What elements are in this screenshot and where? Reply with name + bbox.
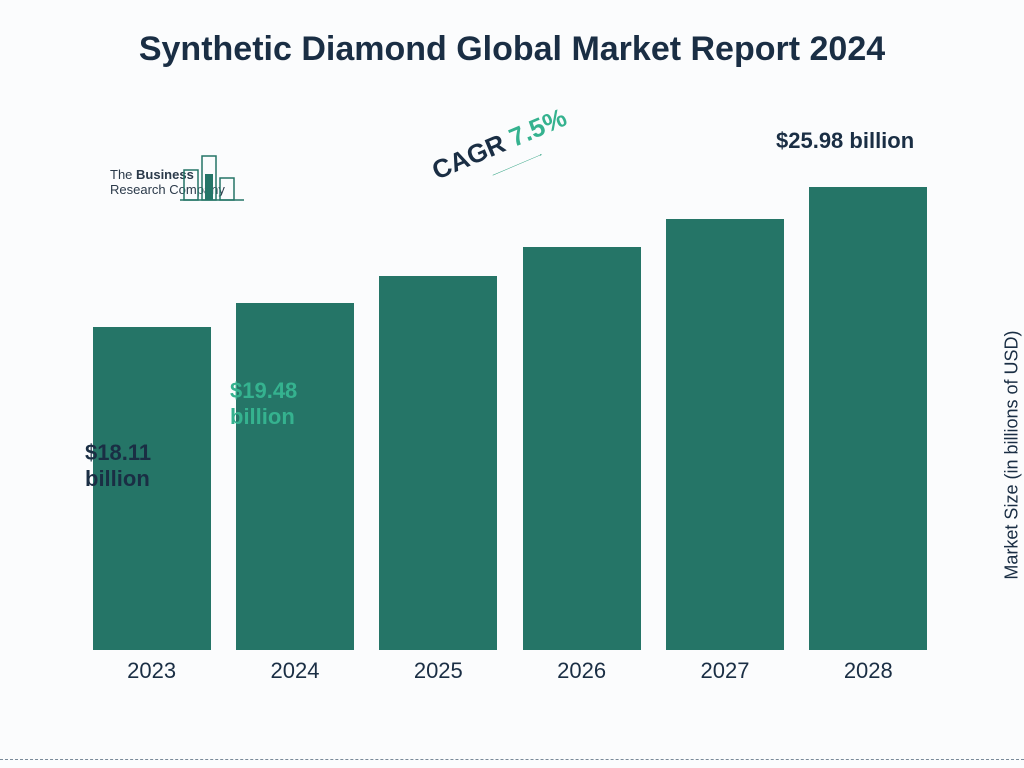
bars-container: 202320242025202620272028 — [80, 160, 940, 650]
chart-title: Synthetic Diamond Global Market Report 2… — [0, 28, 1024, 71]
bar-category-label: 2027 — [700, 658, 749, 684]
bar — [379, 276, 497, 650]
bar-chart: 202320242025202620272028 — [80, 160, 940, 690]
bar-wrap: 2027 — [666, 219, 784, 650]
value-label: $18.11billion — [85, 440, 151, 493]
bar — [523, 247, 641, 650]
y-axis-label: Market Size (in billions of USD) — [1002, 331, 1023, 580]
value-label: $19.48billion — [230, 378, 297, 431]
bar-category-label: 2028 — [844, 658, 893, 684]
bar — [236, 303, 354, 650]
bar-wrap: 2025 — [379, 276, 497, 650]
bottom-divider — [0, 759, 1024, 760]
bar-wrap: 2024 — [236, 303, 354, 650]
bar-category-label: 2024 — [271, 658, 320, 684]
bar-wrap: 2026 — [523, 247, 641, 650]
bar-category-label: 2026 — [557, 658, 606, 684]
bar — [666, 219, 784, 650]
bar-wrap: 2028 — [809, 187, 927, 650]
bar — [809, 187, 927, 650]
bar-category-label: 2025 — [414, 658, 463, 684]
value-label: $25.98 billion — [776, 128, 914, 154]
bar-category-label: 2023 — [127, 658, 176, 684]
